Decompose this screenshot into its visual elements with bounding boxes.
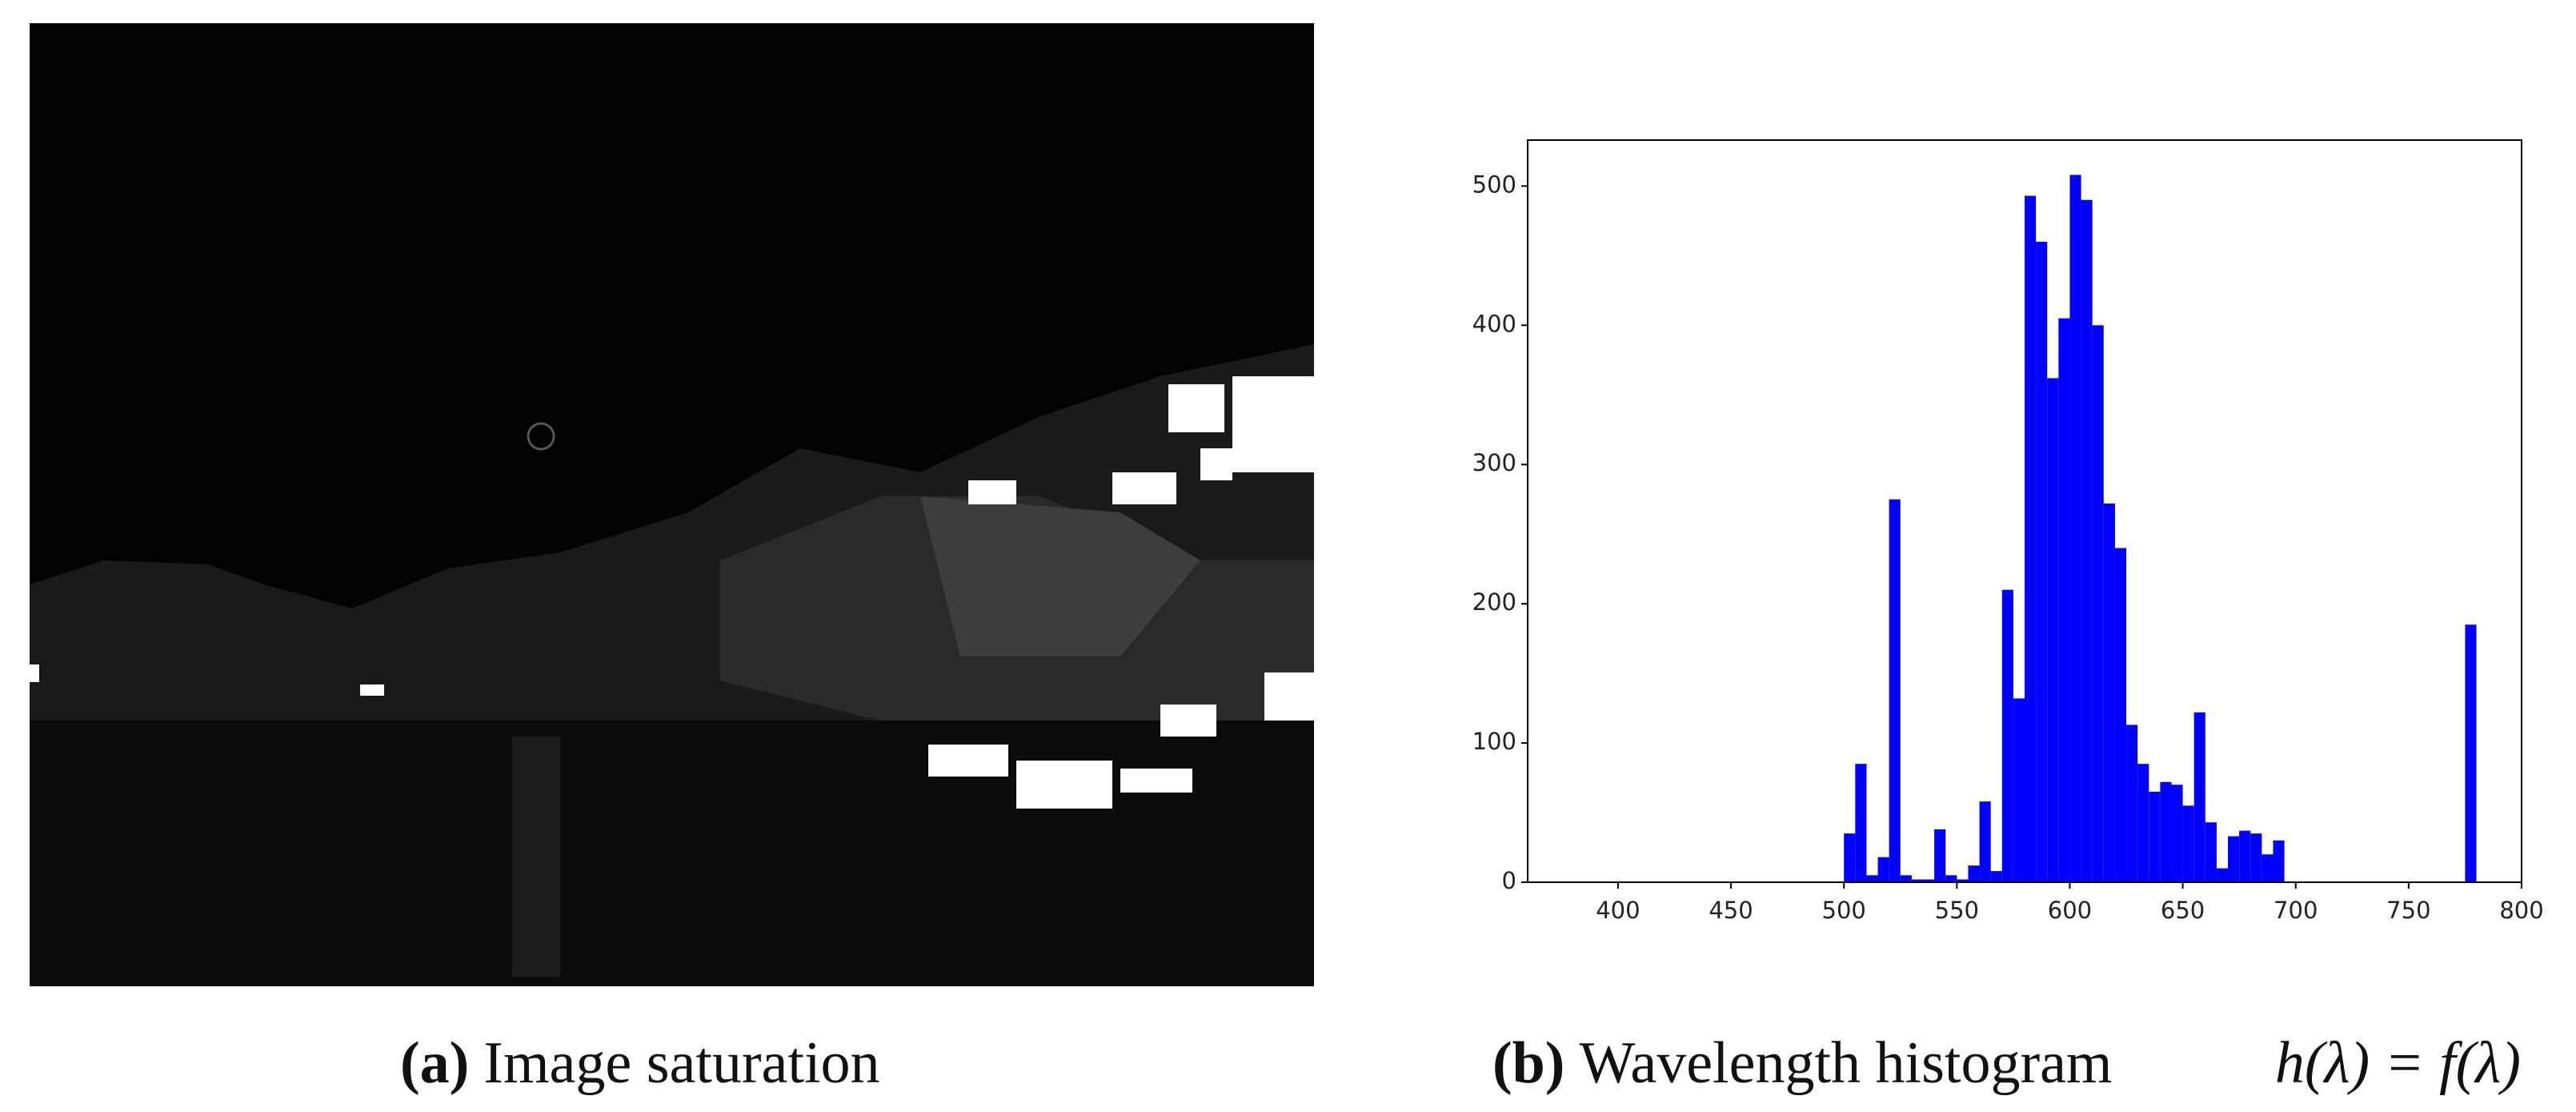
y-tick-label: 500	[1472, 171, 1516, 198]
x-tick-label: 700	[2274, 897, 2318, 924]
x-tick-label: 450	[1709, 897, 1753, 924]
bar	[1945, 875, 1957, 882]
saturation-image	[30, 23, 1314, 986]
bar	[1957, 879, 1969, 882]
bar	[1922, 879, 1935, 882]
y-tick-label: 200	[1472, 588, 1516, 616]
bar	[1911, 879, 1923, 882]
x-tick-label: 750	[2386, 897, 2430, 924]
bar	[2273, 840, 2285, 882]
bar	[1979, 801, 1991, 882]
bar	[1866, 875, 1878, 882]
bar	[2047, 378, 2059, 882]
bar	[2182, 805, 2194, 882]
bar	[1968, 865, 1980, 882]
bar	[2250, 833, 2262, 882]
bar	[2058, 318, 2070, 882]
y-tick-label: 100	[1472, 728, 1516, 755]
bar	[2216, 868, 2229, 882]
bar	[2465, 624, 2477, 882]
x-tick-label: 800	[2499, 897, 2543, 924]
x-tick-label: 500	[1822, 897, 1866, 924]
bar	[1877, 857, 1889, 882]
x-tick-label: 550	[1935, 897, 1979, 924]
bar	[2025, 195, 2037, 882]
y-tick-label: 0	[1502, 867, 1516, 894]
y-tick-label: 400	[1472, 310, 1516, 337]
bar	[2001, 589, 2013, 882]
bar	[2036, 241, 2048, 882]
bar	[1990, 871, 2002, 882]
bar	[2013, 698, 2025, 882]
bar	[2228, 836, 2240, 882]
bar	[2092, 325, 2104, 882]
bar	[2262, 854, 2274, 882]
plot-frame	[1527, 139, 2522, 883]
y-tick-label: 300	[1472, 449, 1516, 476]
bar	[2114, 548, 2127, 882]
bar	[2205, 822, 2217, 882]
caption-text: Image saturation	[483, 1030, 879, 1096]
bar	[1900, 875, 1912, 882]
caption-text: Wavelength histogram	[1579, 1030, 2112, 1096]
bar	[1934, 829, 1946, 882]
bar	[1889, 499, 1901, 882]
bar	[1844, 833, 1856, 882]
bar	[2137, 764, 2149, 882]
bar	[2103, 503, 2115, 882]
bar	[2160, 781, 2172, 882]
bar	[2126, 725, 2138, 882]
x-tick-label: 600	[2048, 897, 2092, 924]
bar	[2171, 785, 2183, 882]
caption-label: (a)	[400, 1030, 469, 1096]
bar	[2149, 791, 2161, 882]
bar	[2069, 175, 2081, 883]
caption-label: (b)	[1492, 1030, 1564, 1096]
caption: (a)	[400, 1030, 469, 1096]
x-tick-label: 400	[1596, 897, 1640, 924]
bar	[2193, 712, 2205, 882]
bar	[2239, 830, 2251, 882]
x-tick-label: 650	[2161, 897, 2205, 924]
bar	[1855, 764, 1867, 882]
caption-formula: h(λ) = f(λ)	[2275, 1030, 2521, 1096]
bar	[2081, 199, 2093, 882]
